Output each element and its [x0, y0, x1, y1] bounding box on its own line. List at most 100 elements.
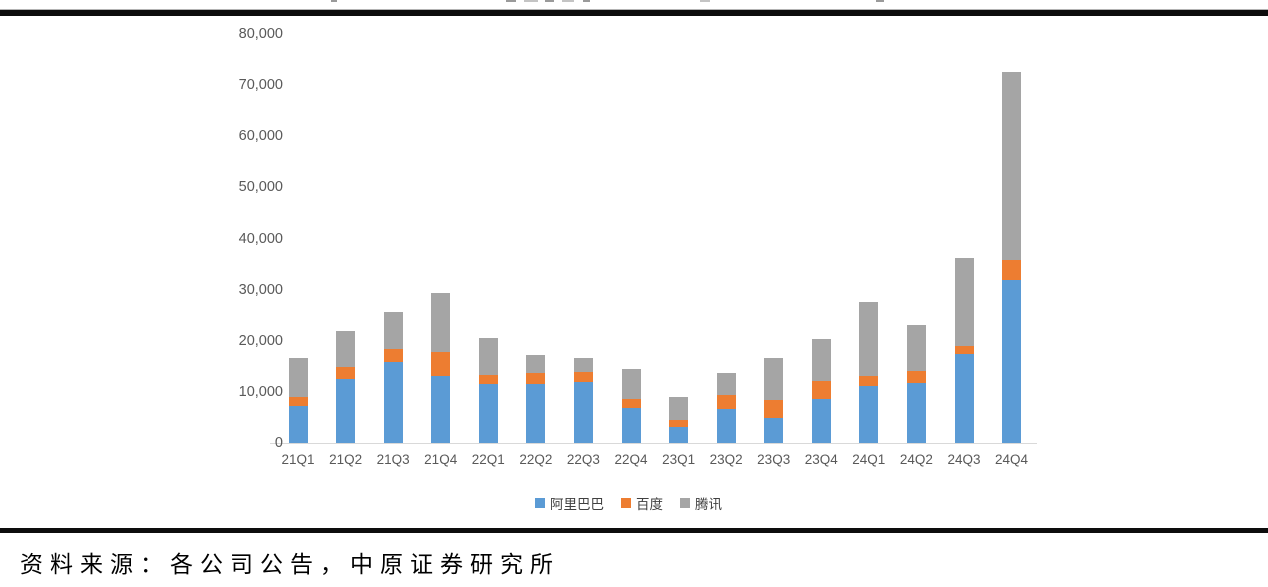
bar-segment-tencent — [764, 358, 784, 400]
stacked-bar-24Q3 — [954, 258, 974, 443]
y-axis-tick-label: 40,000 — [238, 230, 283, 247]
bar-segment-baidu — [716, 394, 736, 409]
bar-segment-baidu — [859, 375, 879, 386]
bar-segment-tencent — [478, 337, 498, 375]
bar-segment-baidu — [573, 371, 593, 382]
bar-segment-tencent — [383, 311, 403, 349]
bar-segment-alibaba — [336, 379, 356, 443]
bar-segment-tencent — [716, 373, 736, 395]
bar-segment-tencent — [811, 339, 831, 381]
stacked-bar-21Q2 — [336, 331, 356, 443]
x-axis-tick-label: 22Q2 — [519, 452, 553, 467]
legend-item-alibaba: 阿里巴巴 — [535, 493, 604, 513]
stacked-bar-24Q4 — [1002, 71, 1021, 443]
legend-swatch-tencent — [680, 498, 690, 508]
bar-segment-baidu — [1002, 259, 1021, 280]
top-horizontal-rule — [0, 10, 1268, 16]
bar-segment-alibaba — [431, 375, 451, 443]
bar-segment-baidu — [336, 367, 356, 380]
legend-label: 腾讯 — [695, 497, 722, 512]
y-axis-tick-label: 70,000 — [238, 77, 283, 94]
x-axis-tick-label: 22Q4 — [614, 452, 648, 467]
y-axis-tick-label: 50,000 — [238, 179, 283, 196]
clipped-text-artifact — [545, 0, 554, 2]
stacked-bar-22Q2 — [526, 355, 546, 443]
chart-legend: 阿里巴巴 百度 腾讯 — [535, 493, 722, 513]
y-axis-tick-label: 20,000 — [238, 332, 283, 349]
bar-segment-tencent — [431, 292, 451, 352]
legend-swatch-baidu — [621, 498, 631, 508]
bar-segment-alibaba — [811, 398, 831, 443]
stacked-bar-22Q3 — [573, 358, 593, 443]
legend-item-tencent: 腾讯 — [680, 493, 722, 513]
stacked-bar-23Q3 — [764, 358, 784, 443]
bar-segment-baidu — [764, 399, 784, 419]
clipped-text-artifact — [876, 0, 884, 2]
bar-segment-alibaba — [859, 385, 879, 443]
clipped-text-artifact — [331, 0, 337, 2]
stacked-bar-22Q1 — [478, 337, 498, 443]
bar-segment-tencent — [621, 369, 641, 400]
legend-label: 阿里巴巴 — [550, 497, 604, 512]
bar-segment-alibaba — [764, 418, 784, 443]
bar-segment-alibaba — [954, 353, 974, 443]
bar-segment-alibaba — [716, 408, 736, 443]
stacked-bar-23Q4 — [811, 339, 831, 443]
bar-segment-alibaba — [526, 383, 546, 443]
clipped-text-artifact — [562, 0, 574, 2]
stacked-bar-23Q2 — [716, 373, 736, 443]
legend-swatch-alibaba — [535, 498, 545, 508]
clipped-text-artifact — [700, 0, 710, 2]
x-axis-tick-label: 23Q1 — [662, 452, 696, 467]
bar-segment-alibaba — [288, 405, 308, 443]
bar-segment-baidu — [906, 370, 926, 383]
x-axis-tick-label: 24Q1 — [852, 452, 886, 467]
stacked-bar-23Q1 — [669, 397, 689, 443]
stacked-bar-21Q3 — [383, 311, 403, 443]
clipped-text-artifact — [506, 0, 516, 2]
y-axis-tick-label: 30,000 — [238, 281, 283, 298]
stacked-bar-22Q4 — [621, 369, 641, 443]
bar-segment-tencent — [526, 355, 546, 373]
bar-segment-alibaba — [478, 384, 498, 443]
bar-segment-baidu — [288, 397, 308, 406]
x-axis-line — [270, 443, 1037, 444]
bar-segment-tencent — [954, 258, 974, 347]
bar-segment-baidu — [431, 351, 451, 376]
stacked-bar-24Q2 — [906, 325, 926, 443]
x-axis-tick-label: 23Q2 — [709, 452, 743, 467]
x-axis-tick-label: 22Q3 — [566, 452, 600, 467]
bar-segment-tencent — [906, 325, 926, 371]
y-axis-tick-label: 10,000 — [238, 383, 283, 400]
bar-segment-alibaba — [906, 382, 926, 443]
bar-segment-tencent — [288, 357, 308, 398]
y-axis-tick-label: 80,000 — [238, 26, 283, 42]
x-axis-tick-label: 22Q1 — [471, 452, 505, 467]
y-axis-tick-label: 0 — [274, 435, 283, 451]
x-axis-tick-label: 21Q1 — [281, 452, 315, 467]
x-axis-tick-label: 23Q3 — [757, 452, 791, 467]
bar-segment-alibaba — [383, 362, 403, 443]
clipped-text-artifact — [524, 0, 538, 2]
bar-segment-baidu — [526, 372, 546, 384]
x-axis-tick-label: 21Q4 — [424, 452, 458, 467]
bar-segment-tencent — [336, 331, 356, 368]
x-axis-tick-label: 21Q3 — [376, 452, 410, 467]
y-axis-tick-label: 60,000 — [238, 128, 283, 145]
bar-segment-baidu — [669, 419, 689, 427]
source-note: 资料来源：各公司公告，中原证券研究所 — [20, 552, 560, 578]
bottom-horizontal-rule — [0, 528, 1268, 533]
x-axis-tick-label: 21Q2 — [329, 452, 363, 467]
bar-segment-baidu — [478, 374, 498, 385]
stacked-bar-21Q4 — [431, 292, 451, 443]
bar-segment-baidu — [621, 399, 641, 409]
x-axis-tick-label: 24Q3 — [947, 452, 981, 467]
clipped-text-artifact — [583, 0, 590, 2]
legend-item-baidu: 百度 — [621, 493, 663, 513]
x-axis-tick-label: 24Q4 — [994, 452, 1029, 467]
bar-segment-tencent — [573, 358, 593, 372]
bar-segment-tencent — [859, 301, 879, 376]
legend-label: 百度 — [636, 497, 663, 512]
x-axis-tick-label: 24Q2 — [899, 452, 933, 467]
